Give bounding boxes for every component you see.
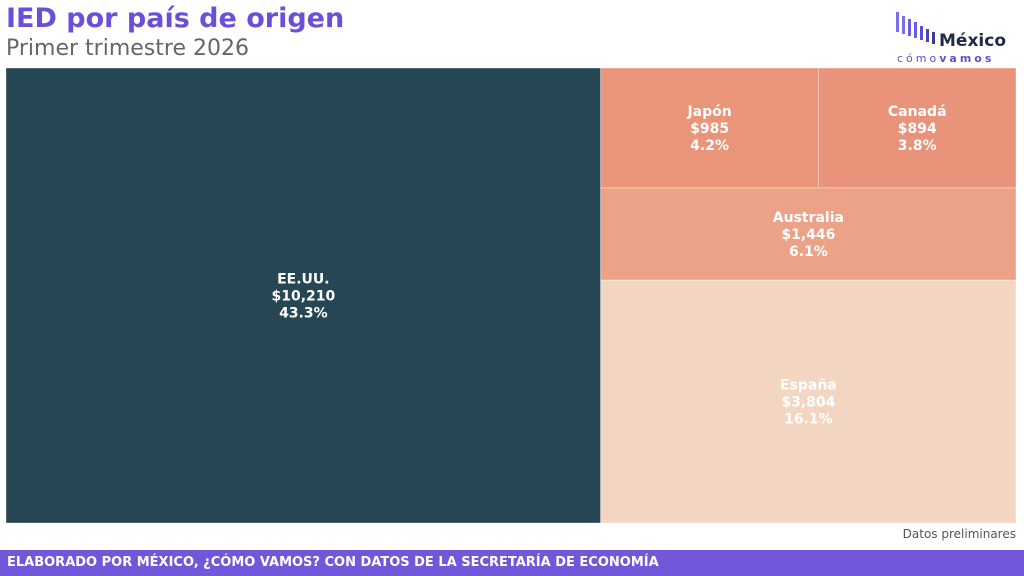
treemap-label-name: Australia (773, 210, 844, 226)
treemap-label-name: España (780, 378, 837, 394)
logo-bars-icon (896, 12, 935, 44)
treemap-label-value: $10,210 (271, 289, 335, 305)
preliminary-note: Datos preliminares (902, 527, 1016, 541)
treemap-label-share: 16.1% (784, 412, 833, 428)
logo-word-mexico: México (939, 31, 1006, 51)
treemap-label-name: EE.UU. (277, 272, 330, 288)
treemap-rect (600, 279, 1017, 524)
chart-subtitle: Primer trimestre 2026 (6, 36, 249, 61)
logo-word-como: cómo (897, 52, 940, 65)
treemap-label-name: Canadá (888, 104, 947, 120)
treemap-label-share: 6.1% (789, 244, 828, 260)
chart-title: IED por país de origen (6, 3, 345, 34)
treemap-label-value: $894 (898, 121, 937, 137)
treemap-label-share: 4.2% (690, 138, 729, 154)
treemap-label-name: Japón (686, 104, 731, 120)
treemap-label-value: $985 (690, 121, 729, 137)
mexico-como-vamos-logo: México cómovamos (892, 10, 1018, 66)
treemap-label-value: $3,804 (781, 395, 835, 411)
logo-word-como-vamos: cómovamos (897, 52, 994, 66)
treemap-rect (5, 67, 602, 524)
treemap-label-share: 3.8% (898, 138, 937, 154)
source-footer: ELABORADO POR MÉXICO, ¿CÓMO VAMOS? CON D… (0, 550, 1024, 576)
treemap-label-value: $1,446 (781, 227, 835, 243)
logo-word-vamos: vamos (939, 52, 995, 65)
treemap-label-share: 43.3% (279, 306, 328, 322)
